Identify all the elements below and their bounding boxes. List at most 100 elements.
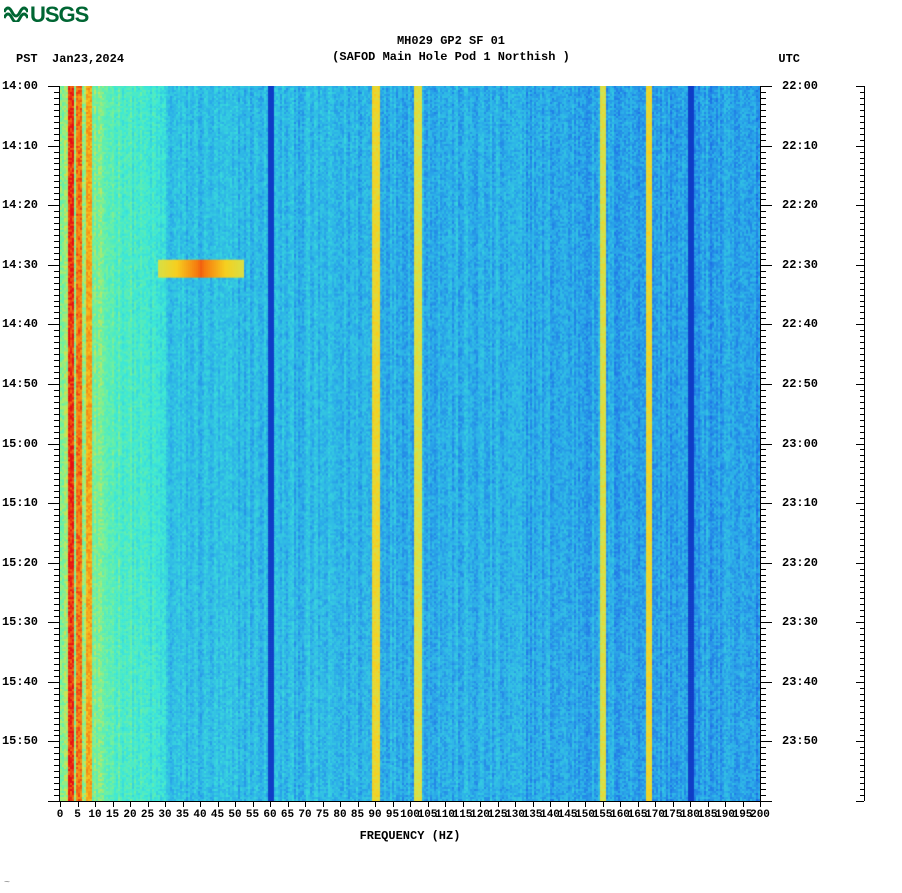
x-tick-label: 80 (333, 809, 346, 821)
footer-mark: ~ (4, 878, 10, 889)
y-tick-right (760, 193, 766, 194)
x-tick (550, 801, 551, 807)
y-tick-right (760, 271, 766, 272)
scale-bar-tick (860, 700, 864, 701)
scale-bar-tick (856, 444, 864, 445)
y-tick-right (760, 765, 766, 766)
y-tick-right (760, 724, 766, 725)
y-tick-right (760, 146, 772, 147)
scale-bar-tick (860, 515, 864, 516)
scale-bar-tick (860, 783, 864, 784)
x-tick (480, 801, 481, 807)
x-tick-label: 85 (351, 809, 364, 821)
y-tick-right (760, 515, 766, 516)
scale-bar-tick (860, 587, 864, 588)
y-tick-right (760, 592, 766, 593)
chart-title: MH029 GP2 SF 01 (SAFOD Main Hole Pod 1 N… (0, 34, 902, 65)
scale-bar-tick (860, 336, 864, 337)
x-tick-label: 45 (211, 809, 224, 821)
scale-bar-tick (860, 724, 864, 725)
title-line-1: MH029 GP2 SF 01 (0, 34, 902, 50)
y-label-right: 23:50 (782, 734, 818, 748)
y-tick-right (760, 712, 766, 713)
scale-bar-tick (860, 217, 864, 218)
scale-bar-tick (860, 753, 864, 754)
scale-bar-tick (860, 604, 864, 605)
y-tick-right (760, 289, 766, 290)
x-tick (533, 801, 534, 807)
y-tick-right (760, 372, 766, 373)
scale-bar-tick (860, 694, 864, 695)
scale-bar-tick (860, 670, 864, 671)
x-tick (235, 801, 236, 807)
x-tick (200, 801, 201, 807)
y-tick-right (760, 676, 766, 677)
y-label-left: 15:20 (2, 556, 38, 570)
x-tick (288, 801, 289, 807)
y-label-right: 22:20 (782, 198, 818, 212)
y-tick-right (760, 277, 766, 278)
x-axis-label: FREQUENCY (HZ) (60, 829, 760, 843)
scale-bar-tick (860, 104, 864, 105)
y-tick-right (760, 283, 766, 284)
x-tick (515, 801, 516, 807)
scale-bar-tick (860, 98, 864, 99)
title-line-2: (SAFOD Main Hole Pod 1 Northish ) (0, 50, 902, 66)
y-tick-left (48, 741, 60, 742)
y-tick-right (760, 235, 766, 236)
scale-bar-tick (860, 211, 864, 212)
y-tick-right (760, 301, 766, 302)
y-tick-left (48, 563, 60, 564)
scale-bar-tick (860, 646, 864, 647)
scale-bar-tick (860, 378, 864, 379)
y-tick-left (48, 205, 60, 206)
scale-bar-tick (860, 628, 864, 629)
x-tick (428, 801, 429, 807)
y-tick-right (760, 420, 766, 421)
scale-bar-tick (860, 616, 864, 617)
y-tick-right (760, 128, 766, 129)
scale-bar-tick (860, 169, 864, 170)
y-tick-right (760, 497, 766, 498)
y-tick-right (760, 312, 766, 313)
scale-bar-tick (860, 408, 864, 409)
x-tick-label: 65 (281, 809, 294, 821)
y-tick-right (760, 551, 766, 552)
y-tick-right (760, 116, 766, 117)
usgs-logo: USGS (4, 2, 88, 28)
header-right: UTC (778, 52, 800, 66)
x-tick-label: 60 (263, 809, 276, 821)
scale-bar-tick (860, 479, 864, 480)
scale-bar-tick (860, 432, 864, 433)
y-tick-right (760, 306, 766, 307)
y-tick-right (760, 259, 766, 260)
scale-bar-tick (856, 86, 864, 87)
y-label-left: 15:40 (2, 675, 38, 689)
y-tick-right (760, 771, 766, 772)
y-label-left: 14:20 (2, 198, 38, 212)
scale-bar-tick (860, 92, 864, 93)
y-tick-right (760, 92, 766, 93)
y-tick-right (760, 140, 766, 141)
scale-bar-tick (860, 777, 864, 778)
y-label-right: 22:00 (782, 79, 818, 93)
y-label-left: 15:50 (2, 734, 38, 748)
y-label-right: 22:50 (782, 377, 818, 391)
y-tick-right (760, 473, 766, 474)
y-tick-right (760, 158, 766, 159)
y-tick-right (760, 801, 772, 802)
y-tick-right (760, 575, 766, 576)
scale-bar-tick (860, 634, 864, 635)
scale-bar-tick (860, 765, 864, 766)
scale-bar-tick (860, 557, 864, 558)
y-tick-right (760, 545, 766, 546)
y-tick-left (48, 801, 60, 802)
scale-bar-tick (860, 330, 864, 331)
scale-bar-tick (856, 324, 864, 325)
scale-bar-tick (856, 205, 864, 206)
y-tick-right (760, 86, 772, 87)
scale-bar-tick (860, 372, 864, 373)
y-tick-right (760, 622, 772, 623)
scale-bar-tick (860, 598, 864, 599)
scale-bar-tick (860, 759, 864, 760)
